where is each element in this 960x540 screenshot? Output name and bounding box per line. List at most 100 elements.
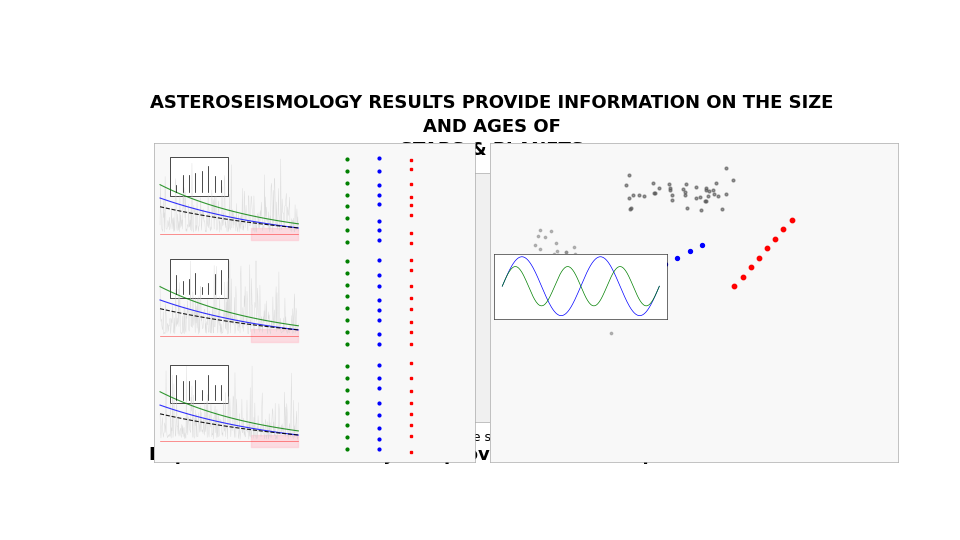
Point [718,164,733,172]
Point [783,215,799,224]
Point [548,259,564,268]
Point [661,179,677,188]
Text: Kepler results are a major improvement over all prior observations.: Kepler results are a major improvement o… [149,446,835,464]
Point [759,244,775,253]
Point [707,190,722,198]
Point [548,239,564,248]
Point [563,268,578,276]
Point [603,301,618,309]
Point [566,243,582,252]
Point [595,305,611,314]
Point [622,205,637,213]
FancyBboxPatch shape [170,259,228,298]
Point [698,186,713,195]
Point [735,273,751,281]
Point [679,204,694,213]
Point [538,260,553,268]
Point [578,284,593,292]
Point [714,205,730,213]
Point [567,282,583,291]
Point [645,179,660,188]
Point [537,232,552,241]
Point [563,274,578,282]
Point [727,282,742,291]
Point [530,232,545,240]
Point [583,272,598,280]
Point [594,302,610,311]
Point [558,247,573,256]
Point [662,184,678,192]
Point [678,180,693,188]
Point [647,189,662,198]
Point [623,204,638,212]
Point [682,247,697,256]
Point [574,261,589,270]
Point [751,253,766,262]
Point [592,287,608,295]
Point [664,195,680,204]
Point [557,271,572,280]
Point [528,240,543,249]
Point [675,184,690,193]
Point [600,291,615,299]
Point [572,254,588,263]
Point [621,194,636,202]
Point [572,278,588,287]
Point [692,193,708,201]
Point [625,191,640,199]
Point [702,187,717,195]
Point [557,252,572,261]
Point [706,186,721,195]
Point [532,225,547,234]
Point [725,176,740,184]
Text: Frequency-power spectra of three solar-like stars.: Frequency-power spectra of three solar-l… [208,431,518,444]
Point [573,274,588,282]
Point [574,261,589,270]
Point [658,260,673,268]
Point [546,249,562,258]
Point [559,248,574,256]
Point [541,259,557,267]
Point [694,241,709,249]
Point [552,277,567,286]
Point [700,191,715,200]
Point [566,281,582,289]
Point [543,227,559,235]
Point [618,180,634,189]
Point [646,188,661,197]
Point [551,257,566,266]
Point [555,269,570,278]
Point [541,267,557,275]
Point [603,328,618,337]
Text: Old, slowly pulsating stars.: Old, slowly pulsating stars. [573,156,742,169]
Point [651,184,666,193]
Point [564,279,579,287]
Point [565,267,581,276]
Point [645,266,660,275]
Text: Young, rapidly oscillating stars.: Young, rapidly oscillating stars. [266,156,461,169]
Point [688,182,704,191]
Point [547,268,563,277]
Point [621,171,636,179]
Point [688,194,704,202]
Point [558,275,573,284]
FancyBboxPatch shape [170,364,228,403]
Point [533,244,548,253]
Point [662,186,678,194]
Point [557,256,572,265]
Point [677,191,692,199]
Point [582,278,597,287]
Point [590,265,606,273]
FancyBboxPatch shape [235,173,492,422]
Text: ASTEROSEISMOLOGY RESULTS PROVIDE INFORMATION ON THE SIZE
AND AGES OF
STARS & PLA: ASTEROSEISMOLOGY RESULTS PROVIDE INFORMA… [151,94,833,159]
Point [562,282,577,291]
Point [768,234,783,243]
FancyBboxPatch shape [495,173,820,422]
Point [699,197,714,206]
Point [558,264,573,272]
Point [546,274,562,282]
Point [708,179,724,187]
Point [710,192,726,200]
Point [564,270,580,279]
Point [574,270,589,279]
